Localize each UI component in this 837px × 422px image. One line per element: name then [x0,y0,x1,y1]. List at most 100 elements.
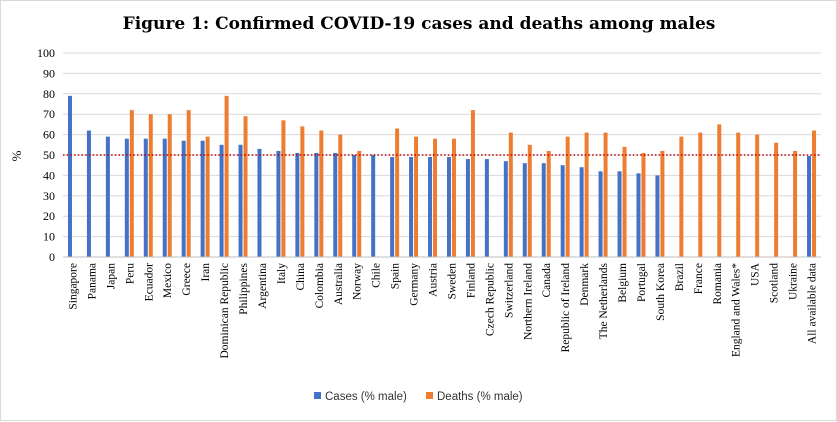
y-tick-label: 60 [43,128,55,142]
bar-deaths [641,152,646,257]
bars [67,95,817,258]
y-tick-label: 0 [49,250,55,264]
bar-deaths [243,116,248,258]
legend: Cases (% male) Deaths (% male) [314,391,523,403]
bar-cases [162,138,167,257]
category-label: Dominican Republic [219,263,231,359]
bar-deaths [603,132,608,257]
category-label: Iran [200,263,212,282]
bar-deaths [755,134,760,257]
y-tick-labels: 0 10 20 30 40 50 60 70 80 90 100 [37,46,55,264]
bar-cases [257,148,262,257]
category-label: Finland [465,263,477,298]
y-tick-label: 80 [43,87,55,101]
category-label: Northern Ireland [522,263,534,340]
bar-deaths [736,132,741,257]
bar-cases [807,156,812,257]
bar-cases [409,157,414,257]
bar-cases [200,140,205,257]
y-tick-label: 30 [43,189,55,203]
category-label: Austria [428,263,440,297]
bar-deaths [451,138,456,257]
bar-cases [371,155,376,257]
bar-deaths [698,132,703,257]
category-label: Republic of Ireland [560,263,572,353]
bar-deaths [470,110,475,258]
bar-deaths [508,132,513,257]
category-label: South Korea [655,263,667,321]
category-label: Ecuador [143,263,155,301]
category-label: Panama [86,263,98,299]
bar-cases [446,157,451,257]
bar-cases [295,152,300,257]
category-label: Singapore [67,263,79,310]
bar-deaths [717,124,722,258]
bar-cases [67,95,72,257]
category-label: Norway [352,263,364,300]
y-tick-label: 100 [37,46,55,60]
bar-deaths [584,132,589,257]
bar-deaths [812,130,817,257]
category-label: Chile [371,263,383,288]
bar-deaths [546,150,551,257]
category-label: Canada [541,263,553,297]
bar-cases [314,152,319,257]
bar-deaths [622,146,627,257]
category-label: Colombia [314,263,326,308]
bar-deaths [433,138,438,257]
bar-cases [484,159,489,257]
category-label: Czech Republic [484,263,496,336]
category-label: Brazil [674,263,686,291]
category-label: Mexico [162,263,174,298]
bar-cases [655,175,660,257]
category-label: Greece [181,263,193,296]
category-label: Switzerland [503,263,515,318]
category-label: Belgium [617,263,629,303]
legend-label: Cases (% male) [325,391,407,403]
category-label: All available data [807,263,819,344]
y-tick-label: 10 [43,230,55,244]
y-axis-label: % [9,150,24,161]
bar-cases [181,140,186,257]
category-label: Portugal [636,263,648,302]
bar-cases [617,171,622,257]
category-label: China [295,263,307,290]
bar-deaths [300,126,305,257]
bar-cases [465,159,470,257]
bar-cases [560,165,565,257]
bar-cases [105,136,110,257]
category-label: Sweden [446,263,458,300]
bar-cases [390,157,395,257]
bar-cases [522,163,527,257]
bar-cases [238,144,243,257]
bar-cases [503,161,508,257]
legend-swatch [426,392,433,399]
category-label: Germany [409,263,421,306]
chart-title: Figure 1: Confirmed COVID-19 cases and d… [123,14,716,34]
bar-cases [124,138,129,257]
category-label: The Netherlands [598,262,610,339]
gridlines [63,52,821,238]
bar-cases [428,157,433,257]
bar-deaths [224,95,229,257]
category-label: Argentina [257,263,269,309]
category-label: Ukraine [788,263,800,300]
bar-cases [636,173,641,257]
category-label: Philippines [238,262,250,314]
bar-cases [352,155,357,257]
category-label: Italy [276,263,288,284]
bar-cases [86,130,91,257]
category-label: USA [750,262,762,286]
bar-deaths [129,110,134,258]
bar-deaths [395,128,400,257]
bar-deaths [205,136,210,257]
bar-deaths [793,150,798,257]
y-tick-label: 70 [43,107,55,121]
bar-deaths [565,136,570,257]
bar-deaths [338,134,343,257]
bar-deaths [186,110,191,258]
category-label: Australia [333,263,345,305]
category-label: England and Wales* [731,263,743,357]
